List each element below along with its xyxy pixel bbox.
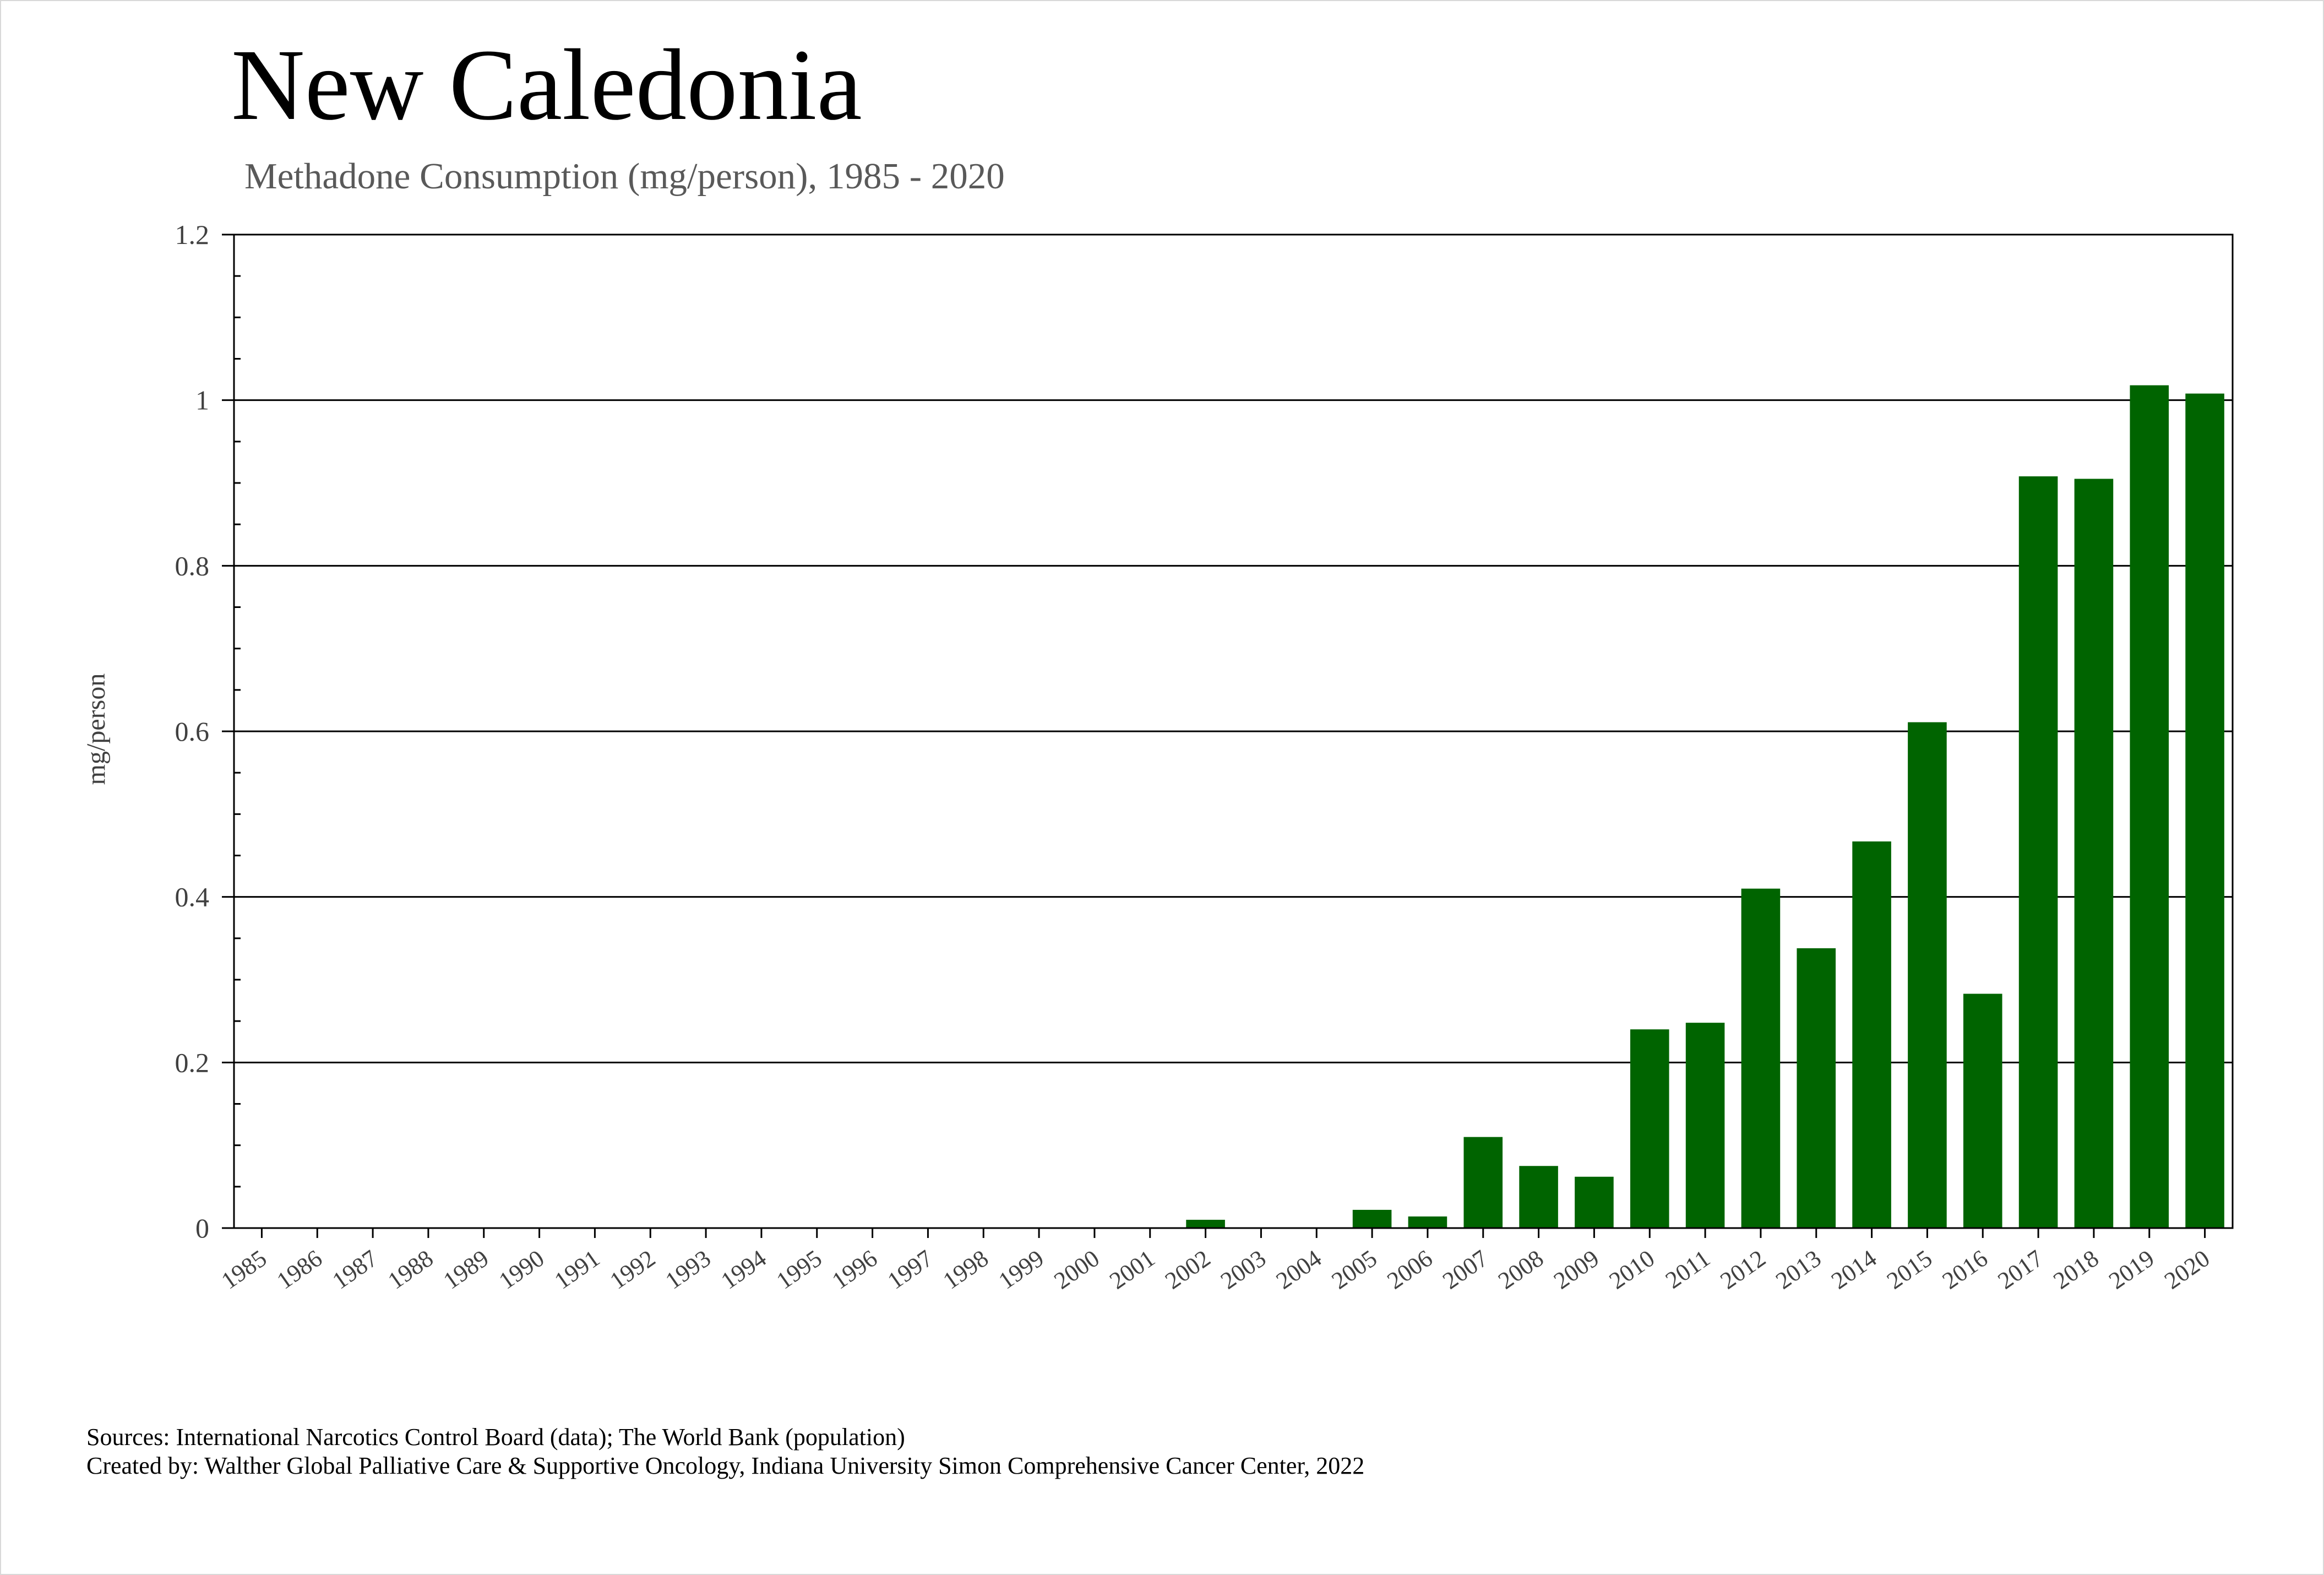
bar-2016 [1963, 993, 2002, 1228]
x-tick-label: 1990 [494, 1245, 549, 1295]
x-tick-label: 1987 [328, 1245, 383, 1295]
bar-2002 [1186, 1219, 1225, 1228]
y-tick-label: 0.2 [175, 1047, 210, 1078]
y-tick-label: 0.4 [175, 882, 210, 913]
y-tick-label: 1.2 [175, 219, 210, 250]
x-tick-label: 1999 [994, 1245, 1049, 1295]
created-by-note: Created by: Walther Global Palliative Ca… [86, 1452, 1365, 1479]
bar-2006 [1408, 1216, 1447, 1228]
bar-chart: 00.20.40.60.811.2 1985 1986 1987 1988 1989 19… [81, 219, 2234, 1295]
x-tick-label: 2009 [1549, 1245, 1604, 1295]
bar-2011 [1685, 1023, 1725, 1228]
x-tick-label: 1993 [661, 1245, 716, 1295]
x-tick-label: 1997 [883, 1245, 938, 1295]
bar-2009 [1575, 1176, 1614, 1228]
y-tick-labels: 0 0.2 0.4 0.6 0.8 1 1.2 [175, 219, 210, 1243]
x-tick-label: 1991 [549, 1245, 605, 1295]
gridlines [234, 399, 2233, 1063]
x-tick-label: 1992 [605, 1245, 660, 1295]
x-tick-label: 2019 [2104, 1245, 2159, 1295]
x-tick-label: 1986 [272, 1245, 327, 1295]
sources-note: Sources: International Narcotics Control… [86, 1424, 905, 1451]
x-tick-label: 2018 [2048, 1245, 2103, 1295]
x-tick-label: 2014 [1826, 1245, 1881, 1295]
x-tick-label: 1985 [216, 1245, 271, 1295]
x-tick-label: 2008 [1493, 1245, 1548, 1295]
bar-2017 [2018, 476, 2058, 1228]
bar-2010 [1630, 1029, 1669, 1228]
x-tick-label: 1989 [438, 1245, 493, 1295]
bar-2018 [2074, 479, 2114, 1228]
x-tick-label: 2001 [1104, 1245, 1160, 1295]
x-tick-label: 1998 [938, 1245, 993, 1295]
bar-2015 [1908, 722, 1947, 1228]
x-tick-label: 2006 [1382, 1245, 1437, 1295]
chart-subtitle: Methadone Consumption (mg/person), 1985 … [244, 156, 1005, 197]
bar-2013 [1797, 948, 1836, 1228]
bar-2005 [1352, 1209, 1392, 1228]
y-tick-label: 0.8 [175, 550, 210, 581]
x-tick-label: 2013 [1771, 1245, 1826, 1295]
x-tick-label: 1994 [716, 1245, 771, 1295]
bar-2012 [1741, 888, 1781, 1228]
x-tick-label: 2020 [2159, 1245, 2214, 1295]
x-tick-label: 2005 [1327, 1245, 1382, 1295]
x-tick-label: 2012 [1715, 1245, 1770, 1295]
bar-2007 [1463, 1137, 1503, 1228]
y-tick-label: 0.6 [175, 716, 210, 747]
bar-2008 [1519, 1166, 1558, 1228]
x-tick-label: 1996 [827, 1245, 882, 1295]
bar-2014 [1852, 841, 1891, 1228]
chart-footer: Sources: International Narcotics Control… [86, 1423, 1364, 1480]
x-tick-label: 2007 [1438, 1245, 1493, 1295]
y-tick-label: 1 [195, 385, 209, 416]
y-axis-label: mg/person [81, 674, 111, 785]
x-tick-labels: 1985 1986 1987 1988 1989 1990 1991 1992 1993 1994… [216, 1245, 2214, 1295]
bars [1186, 385, 2224, 1228]
chart-title: New Caledonia [231, 29, 862, 142]
x-tick-label: 1995 [771, 1245, 826, 1295]
x-tick-label: 2015 [1882, 1245, 1937, 1295]
x-tick-label: 2002 [1160, 1245, 1215, 1295]
y-tick-label: 0 [195, 1213, 209, 1243]
bar-2020 [2185, 393, 2224, 1228]
x-tick-label: 2003 [1216, 1245, 1271, 1295]
x-tick-label: 2011 [1661, 1245, 1715, 1294]
x-tick-label: 2010 [1604, 1245, 1659, 1295]
bar-2019 [2130, 385, 2169, 1228]
x-tick-label: 2016 [1937, 1245, 1993, 1295]
x-tick-label: 2000 [1049, 1245, 1104, 1295]
x-tick-label: 1988 [383, 1245, 438, 1295]
axes [222, 233, 2234, 1238]
x-tick-label: 2017 [1993, 1245, 2048, 1295]
x-tick-label: 2004 [1271, 1245, 1326, 1295]
